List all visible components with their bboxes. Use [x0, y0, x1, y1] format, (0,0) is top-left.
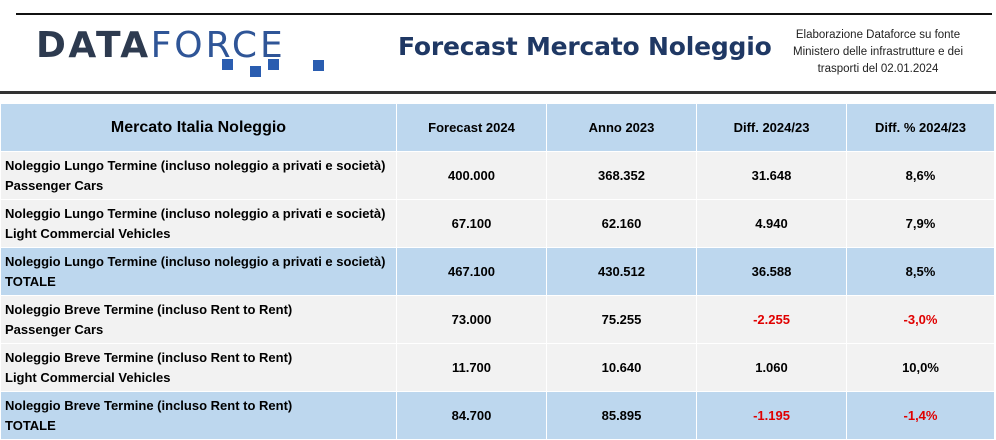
source-line: Ministero delle infrastrutture e dei	[792, 46, 964, 58]
market-table: Mercato Italia Noleggio Forecast 2024 An…	[0, 103, 995, 440]
row-label: Noleggio Breve Termine (incluso Rent to …	[0, 295, 397, 344]
row-label-line1: Noleggio Breve Termine (incluso Rent to …	[5, 349, 293, 365]
cell-diff: 4.940	[696, 199, 847, 248]
cell-diff: -1.195	[696, 391, 847, 440]
cell-diff-pct: 10,0%	[846, 343, 995, 392]
row-label-line2: Passenger Cars	[5, 177, 104, 193]
row-label: Noleggio Lungo Termine (incluso noleggio…	[0, 151, 397, 200]
table-row-total: Noleggio Breve Termine (incluso Rent to …	[0, 391, 995, 440]
table-header-row: Mercato Italia Noleggio Forecast 2024 An…	[0, 103, 995, 152]
logo-square	[313, 60, 324, 71]
table-row: Noleggio Breve Termine (incluso Rent to …	[0, 343, 995, 392]
row-label-line1: Noleggio Breve Termine (incluso Rent to …	[5, 397, 293, 413]
cell-diff-pct: 8,5%	[846, 247, 995, 296]
top-rule	[16, 13, 992, 15]
row-label-line2: Light Commercial Vehicles	[5, 369, 171, 385]
column-header-diff: Diff. 2024/23	[696, 103, 847, 152]
dataforce-logo: DATAFORCE	[32, 24, 332, 80]
table-row: Noleggio Lungo Termine (incluso noleggio…	[0, 199, 995, 248]
row-label: Noleggio Lungo Termine (incluso noleggio…	[0, 247, 397, 296]
cell-diff: 1.060	[696, 343, 847, 392]
cell-diff-pct: -3,0%	[846, 295, 995, 344]
row-label-line1: Noleggio Breve Termine (incluso Rent to …	[5, 301, 293, 317]
table-row: Noleggio Breve Termine (incluso Rent to …	[0, 295, 995, 344]
column-header-forecast: Forecast 2024	[396, 103, 547, 152]
row-label-line1: Noleggio Lungo Termine (incluso noleggio…	[5, 253, 386, 269]
logo-square	[250, 66, 261, 77]
cell-diff-pct: 7,9%	[846, 199, 995, 248]
row-label-line1: Noleggio Lungo Termine (incluso noleggio…	[5, 205, 386, 221]
cell-diff: 36.588	[696, 247, 847, 296]
cell-anno: 430.512	[546, 247, 697, 296]
cell-forecast: 467.100	[396, 247, 547, 296]
cell-forecast: 84.700	[396, 391, 547, 440]
cell-anno: 85.895	[546, 391, 697, 440]
header-divider	[0, 91, 996, 94]
logo-square	[222, 59, 233, 70]
cell-forecast: 11.700	[396, 343, 547, 392]
row-label: Noleggio Breve Termine (incluso Rent to …	[0, 391, 397, 440]
row-label-line2: TOTALE	[5, 273, 56, 289]
cell-forecast: 400.000	[396, 151, 547, 200]
row-label: Noleggio Lungo Termine (incluso noleggio…	[0, 199, 397, 248]
column-header-anno: Anno 2023	[546, 103, 697, 152]
table-row: Noleggio Lungo Termine (incluso noleggio…	[0, 151, 995, 200]
cell-anno: 75.255	[546, 295, 697, 344]
cell-forecast: 73.000	[396, 295, 547, 344]
page-title: Forecast Mercato Noleggio	[398, 32, 772, 61]
cell-anno: 62.160	[546, 199, 697, 248]
column-header-market: Mercato Italia Noleggio	[0, 103, 397, 152]
cell-diff-pct: 8,6%	[846, 151, 995, 200]
cell-anno: 10.640	[546, 343, 697, 392]
row-label-line1: Noleggio Lungo Termine (incluso noleggio…	[5, 157, 386, 173]
cell-forecast: 67.100	[396, 199, 547, 248]
source-note: Elaborazione Dataforce su fonte Minister…	[780, 27, 976, 78]
row-label-line2: TOTALE	[5, 417, 56, 433]
row-label-line2: Light Commercial Vehicles	[5, 225, 171, 241]
table-row-total: Noleggio Lungo Termine (incluso noleggio…	[0, 247, 995, 296]
row-label-line2: Passenger Cars	[5, 321, 104, 337]
logo-wordmark: DATAFORCE	[36, 25, 286, 66]
logo-square	[268, 59, 279, 70]
source-line: trasporti del 02.01.2024	[817, 63, 939, 75]
row-label: Noleggio Breve Termine (incluso Rent to …	[0, 343, 397, 392]
source-line: Elaborazione Dataforce su fonte	[795, 29, 961, 41]
cell-anno: 368.352	[546, 151, 697, 200]
cell-diff: -2.255	[696, 295, 847, 344]
cell-diff-pct: -1,4%	[846, 391, 995, 440]
cell-diff: 31.648	[696, 151, 847, 200]
column-header-diff-pct: Diff. % 2024/23	[846, 103, 995, 152]
